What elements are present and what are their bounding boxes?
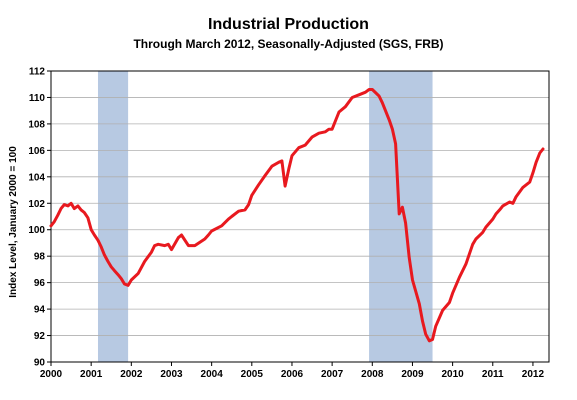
x-tick-label: 2004	[201, 369, 224, 380]
x-tick-label: 2001	[80, 369, 103, 380]
x-tick-label: 2011	[482, 369, 504, 380]
y-tick-label: 92	[34, 331, 46, 342]
series-line-0	[49, 88, 545, 343]
recession-bands	[97, 71, 433, 362]
recession-band-0	[97, 71, 129, 362]
x-tick-label: 2008	[361, 369, 384, 380]
y-tick-label: 96	[34, 278, 46, 289]
plot-frame	[50, 70, 550, 363]
data-line	[49, 88, 545, 343]
x-tick-label: 2012	[522, 369, 545, 380]
y-tick-label: 104	[28, 172, 45, 183]
y-axis-label: Index Level, January 2000 = 100	[8, 146, 19, 298]
y-tick-label: 90	[34, 358, 46, 369]
y-tick-label: 98	[34, 252, 46, 263]
y-tick-label: 106	[28, 146, 45, 157]
chart-title: Industrial Production	[208, 16, 369, 33]
y-tick-label: 94	[34, 305, 46, 316]
x-tick-label: 2000	[40, 369, 63, 380]
x-tick-label: 2007	[321, 369, 344, 380]
chart-subtitle: Through March 2012, Seasonally-Adjusted …	[133, 37, 444, 51]
y-axis-ticks: 90 92 94 96 98 100 102 104 106 108 110 112	[28, 67, 51, 369]
gridlines	[51, 97, 549, 336]
y-tick-label: 100	[28, 225, 45, 236]
x-tick-label: 2005	[241, 369, 264, 380]
y-tick-label: 108	[28, 119, 45, 130]
y-tick-label: 102	[28, 199, 45, 210]
x-tick-label: 2003	[160, 369, 183, 380]
x-tick-label: 2006	[281, 369, 304, 380]
y-tick-label: 110	[29, 93, 46, 104]
x-axis-ticks: 2000 2001 2002 2003 2004 2005 2006 2007 2008 2009…	[40, 362, 545, 380]
x-tick-label: 2002	[120, 369, 143, 380]
x-tick-label: 2010	[441, 369, 464, 380]
y-tick-label: 112	[29, 67, 46, 78]
x-tick-label: 2009	[401, 369, 424, 380]
